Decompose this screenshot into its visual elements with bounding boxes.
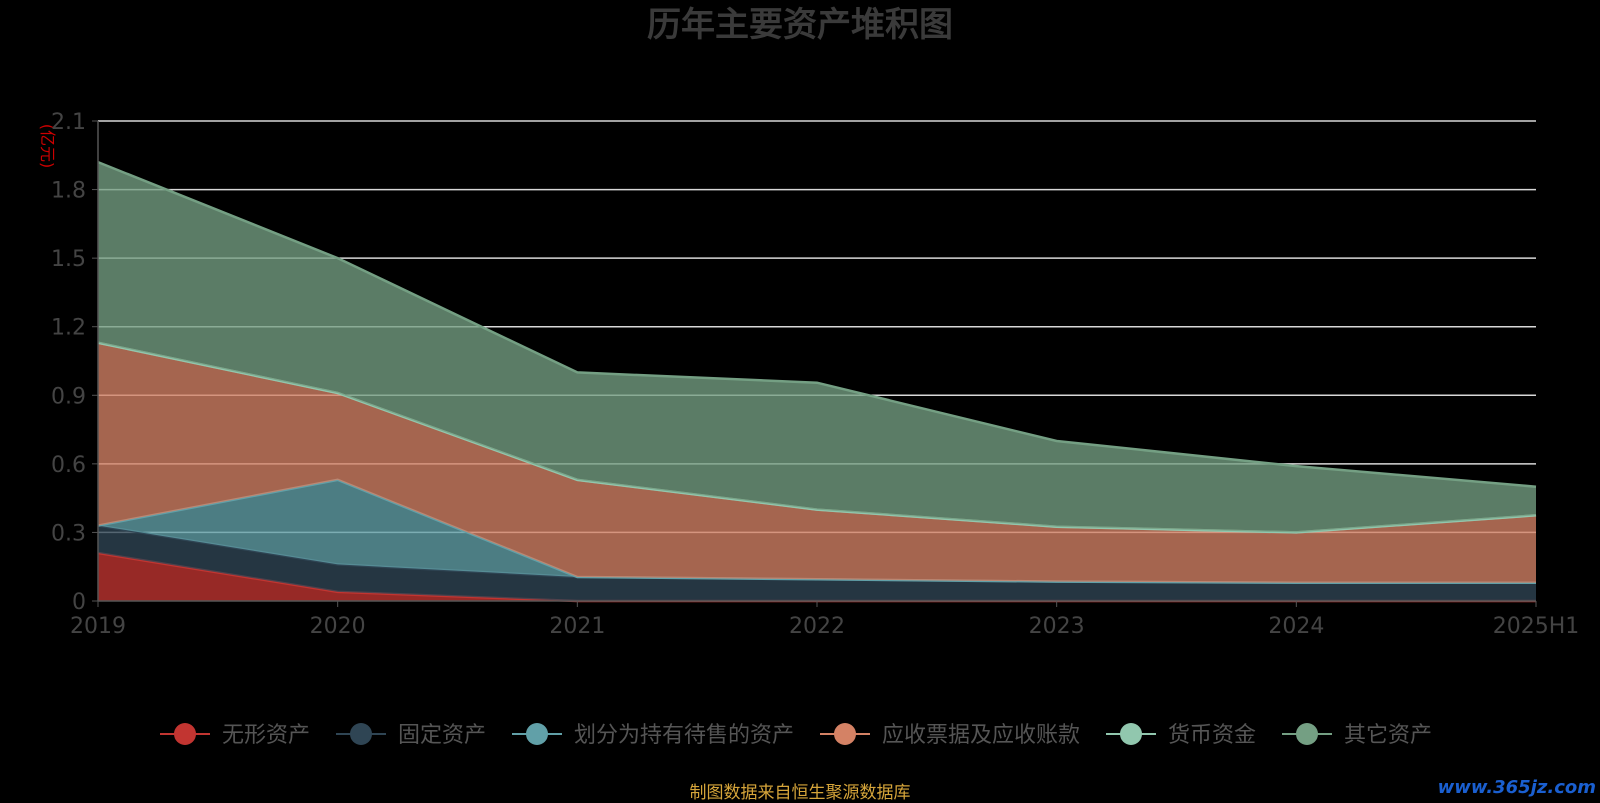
legend-label: 货币资金: [1168, 723, 1256, 748]
y-tick-label: 1.2: [51, 316, 86, 341]
x-tick-label: 2024: [1268, 614, 1324, 639]
y-tick-label: 1.8: [51, 179, 86, 204]
legend-label: 应收票据及应收账款: [882, 723, 1080, 748]
y-tick-label: 0.6: [51, 453, 86, 478]
legend-marker: [1120, 723, 1142, 745]
area-series-line: [97, 160, 1537, 488]
y-axis-unit-label: (亿元): [38, 124, 57, 169]
area-series: [97, 160, 1537, 603]
area-series-fill: [98, 525, 1536, 601]
area-series-fill: [98, 162, 1536, 533]
area-series-fill: [98, 342, 1536, 583]
data-source-note: 制图数据来自恒生聚源数据库: [689, 783, 911, 803]
legend-item[interactable]: 其它资产: [1282, 723, 1432, 748]
legend[interactable]: 无形资产 固定资产 划分为持有待售的资产 应收票据及应收账款 货币资金 其它资产: [160, 723, 1432, 748]
legend-label: 其它资产: [1344, 723, 1432, 748]
x-tick-label: 2025H1: [1493, 614, 1580, 639]
watermark: www.365jz.com: [1437, 777, 1596, 798]
x-tick-label: 2023: [1029, 614, 1085, 639]
x-tick-label: 2022: [789, 614, 845, 639]
legend-marker: [834, 723, 856, 745]
y-tick-label: 1.5: [51, 247, 86, 272]
area-series-fill: [98, 553, 1536, 601]
y-tick-label: 0.9: [51, 384, 86, 409]
y-tick-label: 0: [72, 590, 86, 615]
legend-label: 无形资产: [222, 723, 310, 748]
x-tick-label: 2021: [549, 614, 605, 639]
y-tick-label: 2.1: [51, 110, 86, 135]
x-tick-label: 2020: [310, 614, 366, 639]
legend-item[interactable]: 固定资产: [336, 723, 486, 748]
legend-label: 固定资产: [398, 723, 486, 748]
legend-item[interactable]: 应收票据及应收账款: [820, 723, 1080, 748]
legend-marker: [1296, 723, 1318, 745]
legend-marker: [350, 723, 372, 745]
chart-title: 历年主要资产堆积图: [647, 5, 953, 45]
legend-label: 划分为持有待售的资产: [574, 723, 794, 748]
x-tick-label: 2019: [70, 614, 126, 639]
y-tick-label: 0.3: [51, 521, 86, 546]
legend-marker: [174, 723, 196, 745]
legend-marker: [526, 723, 548, 745]
area-series-fill: [98, 479, 1536, 583]
legend-item[interactable]: 划分为持有待售的资产: [512, 723, 794, 748]
legend-item[interactable]: 无形资产: [160, 723, 310, 748]
axes: 0 0.3 0.6 0.9 1.2 1.5 1.8 2.1 2019 2020 2021 2022 20…: [51, 110, 1579, 639]
legend-item[interactable]: 货币资金: [1106, 723, 1256, 748]
